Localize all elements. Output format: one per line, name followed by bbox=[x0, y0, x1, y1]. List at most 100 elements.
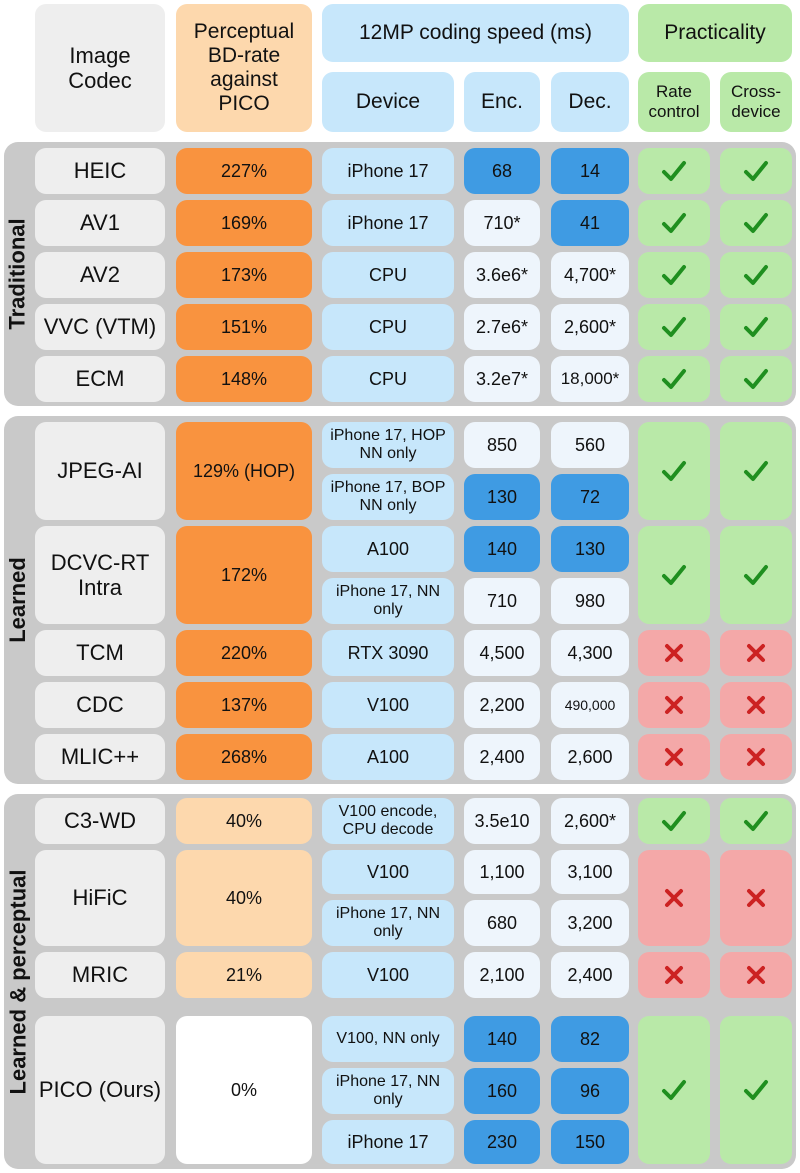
check-icon bbox=[744, 565, 768, 585]
cross-device-cdc bbox=[720, 682, 792, 728]
group-label-learned-perceptual: Learned & perceptual bbox=[5, 869, 31, 1094]
rate-control-tcm bbox=[638, 630, 710, 676]
header-bd-rate: Perceptual BD-rate against PICO bbox=[176, 4, 312, 132]
header-dec: Dec. bbox=[551, 72, 629, 132]
cross-device-c3-wd bbox=[720, 798, 792, 844]
codec-pico: PICO (Ours) bbox=[35, 1016, 165, 1164]
check-icon bbox=[744, 811, 768, 831]
cross-icon bbox=[665, 696, 683, 714]
enc-av2: 3.6e6* bbox=[464, 252, 540, 298]
cross-device-hific bbox=[720, 850, 792, 946]
check-icon bbox=[744, 213, 768, 233]
cross-device-ecm bbox=[720, 356, 792, 402]
codec-ecm: ECM bbox=[35, 356, 165, 402]
rate-control-mric bbox=[638, 952, 710, 998]
dec-vvc: 2,600* bbox=[551, 304, 629, 350]
check-icon bbox=[662, 811, 686, 831]
device-c3-wd: V100 encode, CPU decode bbox=[322, 798, 454, 844]
device-tcm: RTX 3090 bbox=[322, 630, 454, 676]
codec-tcm: TCM bbox=[35, 630, 165, 676]
enc-heic: 68 bbox=[464, 148, 540, 194]
rate-control-dcvc bbox=[638, 526, 710, 624]
dec-hific-v100: 3,100 bbox=[551, 850, 629, 894]
codec-av2: AV2 bbox=[35, 252, 165, 298]
cross-icon bbox=[665, 889, 683, 907]
check-icon bbox=[662, 369, 686, 389]
device-av2: CPU bbox=[322, 252, 454, 298]
rate-control-vvc bbox=[638, 304, 710, 350]
device-ecm: CPU bbox=[322, 356, 454, 402]
cross-icon bbox=[665, 748, 683, 766]
cross-device-tcm bbox=[720, 630, 792, 676]
dec-cdc: 490,000 bbox=[551, 682, 629, 728]
enc-av1: 710* bbox=[464, 200, 540, 246]
codec-jpeg-ai: JPEG-AI bbox=[35, 422, 165, 520]
cross-device-jpeg-ai bbox=[720, 422, 792, 520]
bd-heic: 227% bbox=[176, 148, 312, 194]
cross-icon bbox=[665, 966, 683, 984]
device-heic: iPhone 17 bbox=[322, 148, 454, 194]
dec-dcvc-a100: 130 bbox=[551, 526, 629, 572]
check-icon bbox=[662, 161, 686, 181]
device-dcvc-a100: A100 bbox=[322, 526, 454, 572]
header-rate-control: Rate control bbox=[638, 72, 710, 132]
enc-mlic: 2,400 bbox=[464, 734, 540, 780]
enc-vvc: 2.7e6* bbox=[464, 304, 540, 350]
check-icon bbox=[662, 317, 686, 337]
rate-control-pico bbox=[638, 1016, 710, 1164]
check-icon bbox=[744, 369, 768, 389]
rate-control-av2 bbox=[638, 252, 710, 298]
bd-c3-wd: 40% bbox=[176, 798, 312, 844]
cross-icon bbox=[747, 748, 765, 766]
codec-vvc: VVC (VTM) bbox=[35, 304, 165, 350]
enc-cdc: 2,200 bbox=[464, 682, 540, 728]
cross-icon bbox=[747, 696, 765, 714]
enc-c3-wd: 3.5e10 bbox=[464, 798, 540, 844]
enc-ecm: 3.2e7* bbox=[464, 356, 540, 402]
cross-device-heic bbox=[720, 148, 792, 194]
codec-c3-wd: C3-WD bbox=[35, 798, 165, 844]
bd-mlic: 268% bbox=[176, 734, 312, 780]
rate-control-heic bbox=[638, 148, 710, 194]
bd-dcvc-rt-intra: 172% bbox=[176, 526, 312, 624]
rate-control-mlic bbox=[638, 734, 710, 780]
device-av1: iPhone 17 bbox=[322, 200, 454, 246]
enc-jpeg-ai-bop: 130 bbox=[464, 474, 540, 520]
device-dcvc-iphone: iPhone 17, NN only bbox=[322, 578, 454, 624]
device-hific-v100: V100 bbox=[322, 850, 454, 894]
cross-icon bbox=[747, 966, 765, 984]
header-cross-device: Cross-device bbox=[720, 72, 792, 132]
bd-ecm: 148% bbox=[176, 356, 312, 402]
device-vvc: CPU bbox=[322, 304, 454, 350]
cross-icon bbox=[665, 644, 683, 662]
header-image-codec: Image Codec bbox=[35, 4, 165, 132]
check-icon bbox=[662, 565, 686, 585]
header-device: Device bbox=[322, 72, 454, 132]
group-label-traditional: Traditional bbox=[5, 218, 30, 330]
device-pico-v100: V100, NN only bbox=[322, 1016, 454, 1062]
device-mlic: A100 bbox=[322, 734, 454, 780]
device-pico-iphone: iPhone 17 bbox=[322, 1120, 454, 1164]
enc-hific-iphone: 680 bbox=[464, 900, 540, 946]
rate-control-jpeg-ai bbox=[638, 422, 710, 520]
enc-dcvc-iphone: 710 bbox=[464, 578, 540, 624]
header-coding-speed: 12MP coding speed (ms) bbox=[322, 4, 629, 62]
bd-pico: 0% bbox=[176, 1016, 312, 1164]
codec-mric: MRIC bbox=[35, 952, 165, 998]
header-enc: Enc. bbox=[464, 72, 540, 132]
dec-av1: 41 bbox=[551, 200, 629, 246]
dec-heic: 14 bbox=[551, 148, 629, 194]
bd-av1: 169% bbox=[176, 200, 312, 246]
cross-icon bbox=[747, 889, 765, 907]
enc-mric: 2,100 bbox=[464, 952, 540, 998]
rate-control-av1 bbox=[638, 200, 710, 246]
enc-jpeg-ai-hop: 850 bbox=[464, 422, 540, 468]
bd-mric: 21% bbox=[176, 952, 312, 998]
cross-device-vvc bbox=[720, 304, 792, 350]
dec-pico-iphone-nn: 96 bbox=[551, 1068, 629, 1114]
check-icon bbox=[744, 161, 768, 181]
dec-pico-v100: 82 bbox=[551, 1016, 629, 1062]
enc-tcm: 4,500 bbox=[464, 630, 540, 676]
group-label-learned: Learned bbox=[5, 557, 30, 643]
